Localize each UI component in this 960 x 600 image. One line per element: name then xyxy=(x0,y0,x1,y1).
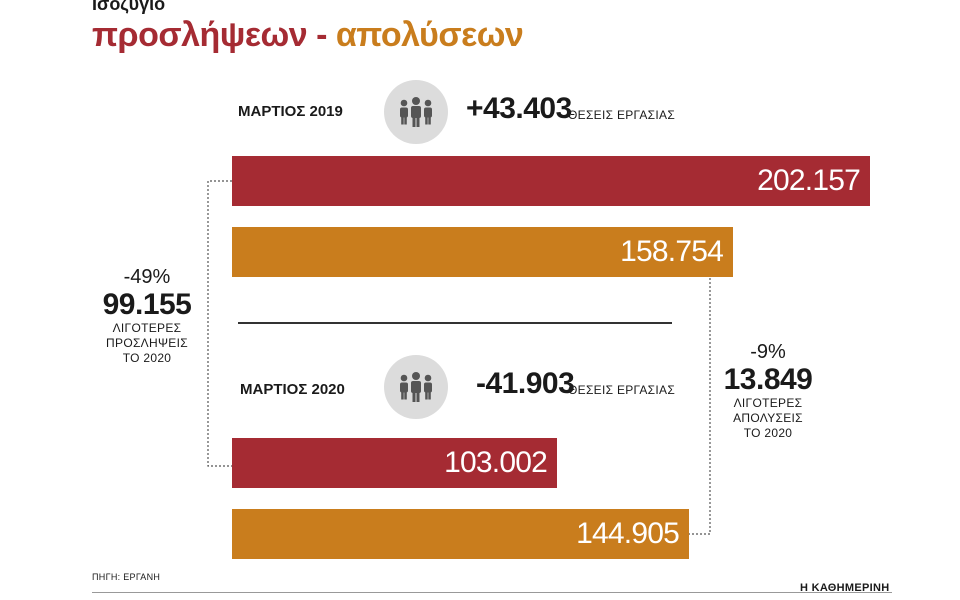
delta-2020: -41.903 xyxy=(476,367,575,400)
brand-logo: Η ΚΑΘΗΜΕΡΙΝΗ xyxy=(800,582,890,594)
bar-hires-2020: 103.002 xyxy=(232,438,557,488)
title-fires: απολύσεων xyxy=(335,16,524,54)
left-note-line1: ΛΙΓΟΤΕΡΕΣ xyxy=(112,321,182,335)
bar-fires-2020: 144.905 xyxy=(232,509,689,559)
right-note-line3: ΤΟ 2020 xyxy=(743,426,793,440)
group-separator xyxy=(238,322,672,324)
people-icon-2020 xyxy=(384,355,448,419)
chart-title: προσλήψεων - απολύσεων xyxy=(92,16,524,55)
footer-rule xyxy=(92,592,892,593)
right-note-value: 13.849 xyxy=(723,363,813,396)
bar-fires-2019: 158.754 xyxy=(232,227,733,277)
chart-kicker: Ισοζύγιο xyxy=(92,0,166,14)
people-icon xyxy=(400,97,432,127)
right-note: -9% 13.849 ΛΙΓΟΤΕΡΕΣ ΑΠΟΛΥΣΕΙΣ ΤΟ 2020 xyxy=(716,341,820,441)
right-note-line2: ΑΠΟΛΥΣΕΙΣ xyxy=(733,411,803,425)
bar-hires-2019: 202.157 xyxy=(232,156,870,206)
left-note-line2: ΠΡΟΣΛΗΨΕΙΣ xyxy=(106,336,188,350)
title-dash: - xyxy=(307,16,336,54)
left-note-line3: ΤΟ 2020 xyxy=(122,351,172,365)
delta-2019: +43.403 xyxy=(466,92,572,125)
bar-label-hires-2020: 103.002 xyxy=(444,446,548,479)
left-note: -49% 99.155 ΛΙΓΟΤΕΡΕΣ ΠΡΟΣΛΗΨΕΙΣ ΤΟ 2020 xyxy=(92,266,202,366)
delta-suffix-2020: ΘΕΣΕΙΣ ΕΡΓΑΣΙΑΣ xyxy=(568,383,676,397)
period-2020: ΜΑΡΤΙΟΣ 2020 xyxy=(240,381,345,398)
left-note-pct: -49% xyxy=(123,266,171,288)
bar-label-fires-2019: 158.754 xyxy=(620,235,724,268)
delta-suffix-2019: ΘΕΣΕΙΣ ΕΡΓΑΣΙΑΣ xyxy=(568,108,676,122)
title-hires: προσλήψεων xyxy=(92,16,308,54)
source-note: ΠΗΓΗ: ΕΡΓΑΝΗ xyxy=(92,572,161,582)
people-icon-2019 xyxy=(384,80,448,144)
bar-label-fires-2020: 144.905 xyxy=(576,517,680,550)
left-note-value: 99.155 xyxy=(102,288,192,321)
people-icon xyxy=(400,372,432,402)
bar-label-hires-2019: 202.157 xyxy=(757,164,861,197)
right-note-pct: -9% xyxy=(750,341,786,363)
period-2019: ΜΑΡΤΙΟΣ 2019 xyxy=(238,103,343,120)
right-note-line1: ΛΙΓΟΤΕΡΕΣ xyxy=(733,396,803,410)
